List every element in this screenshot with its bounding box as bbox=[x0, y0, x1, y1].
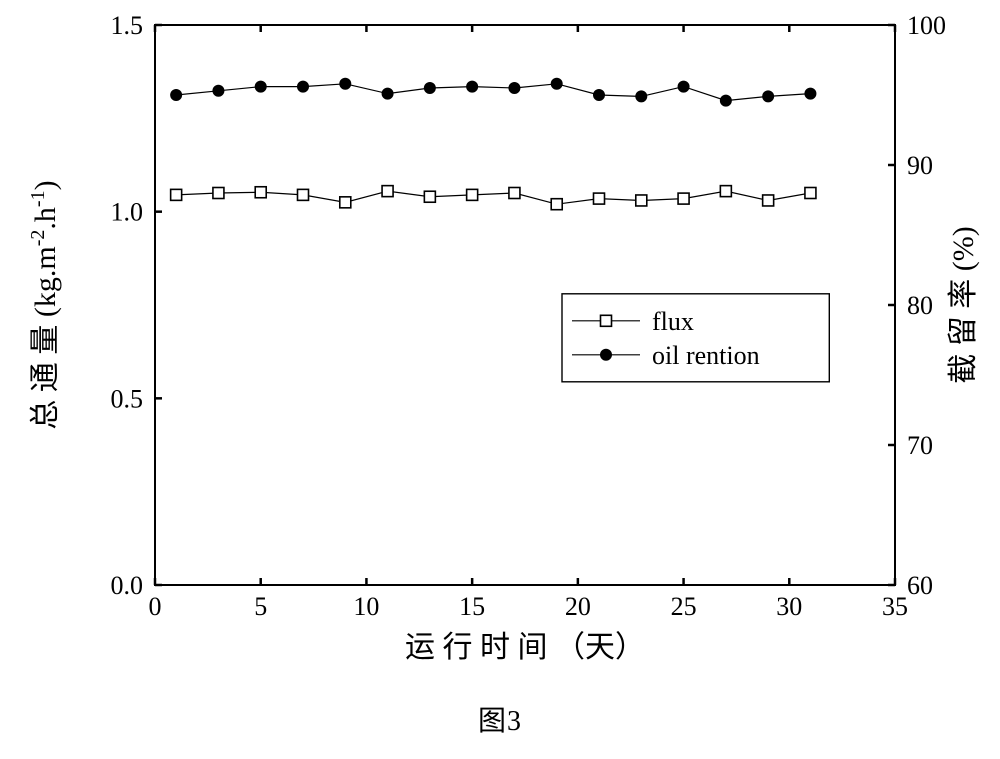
figure-container: 0 5 10 15 20 25 30 35 0.0 0.5 1.0 1.5 60 70 80 90 100 运 行… bbox=[0, 0, 1000, 759]
svg-text:5: 5 bbox=[254, 592, 267, 621]
svg-text:运 行 时 间 （天）: 运 行 时 间 （天） bbox=[405, 631, 645, 664]
svg-text:100: 100 bbox=[907, 11, 946, 40]
svg-text:30: 30 bbox=[776, 592, 802, 621]
svg-text:1.5: 1.5 bbox=[111, 11, 144, 40]
svg-text:80: 80 bbox=[907, 291, 933, 320]
svg-text:截 留 率 (%): 截 留 率 (%) bbox=[947, 226, 980, 383]
svg-text:20: 20 bbox=[565, 592, 591, 621]
svg-text:10: 10 bbox=[353, 592, 379, 621]
svg-text:90: 90 bbox=[907, 151, 933, 180]
svg-text:0.0: 0.0 bbox=[111, 571, 144, 600]
svg-text:25: 25 bbox=[671, 592, 697, 621]
svg-text:1.0: 1.0 bbox=[111, 198, 144, 227]
series-oil-rention bbox=[171, 78, 816, 106]
svg-text:0: 0 bbox=[149, 592, 162, 621]
dual-axis-chart: 0 5 10 15 20 25 30 35 0.0 0.5 1.0 1.5 60 70 80 90 100 运 行… bbox=[0, 0, 1000, 700]
svg-text:总 通 量 (kg.m-2.h-1): 总 通 量 (kg.m-2.h-1) bbox=[27, 180, 62, 429]
svg-text:60: 60 bbox=[907, 571, 933, 600]
svg-text:oil rention: oil rention bbox=[652, 341, 760, 370]
svg-text:flux: flux bbox=[652, 307, 694, 336]
legend: flux oil rention bbox=[562, 294, 829, 382]
svg-text:35: 35 bbox=[882, 592, 908, 621]
svg-text:0.5: 0.5 bbox=[111, 384, 144, 413]
svg-text:70: 70 bbox=[907, 431, 933, 460]
svg-text:15: 15 bbox=[459, 592, 485, 621]
figure-caption: 图3 bbox=[0, 699, 1000, 739]
series-flux bbox=[171, 186, 816, 210]
